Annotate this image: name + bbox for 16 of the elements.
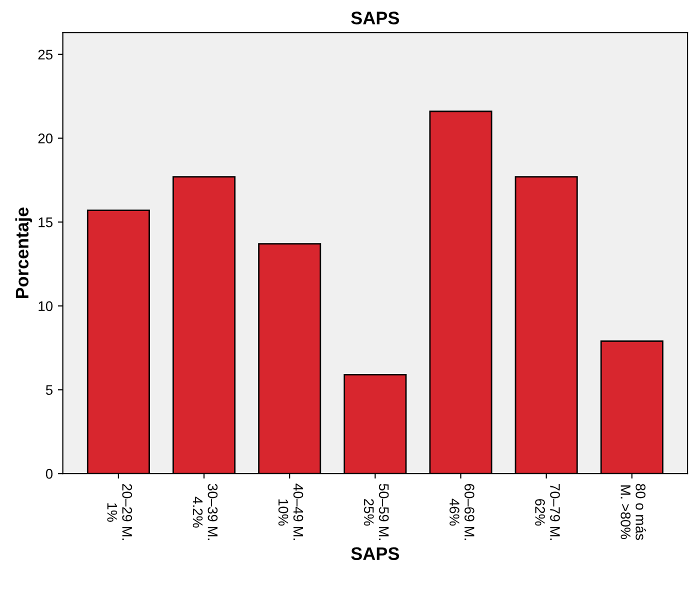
y-tick-label: 15 [38,218,53,228]
chart-title: SAPS [351,12,400,24]
y-tick-label: 5 [46,385,53,395]
x-tick-label: 20–29 M. 1% [107,484,132,540]
x-tick-label: 80 o más M. >80% [620,484,646,540]
y-tick-label: 10 [38,301,53,312]
x-tick-label: 50–59 M. 25% [364,484,389,540]
y-tick-label: 25 [38,50,53,60]
y-tick-label: 0 [46,468,53,479]
y-tick-label: 20 [38,134,53,144]
x-tick-label: 30–39 M. 4.2% [192,484,218,540]
x-tick-label: 60–69 M. 46% [450,484,474,540]
x-tick-label: 70–79 M. 62% [535,484,560,540]
x-tick-label: 40–49 M. 10% [278,484,304,540]
x-axis-title: SAPS [351,547,400,560]
y-axis-title: Porcentaje [15,208,32,298]
